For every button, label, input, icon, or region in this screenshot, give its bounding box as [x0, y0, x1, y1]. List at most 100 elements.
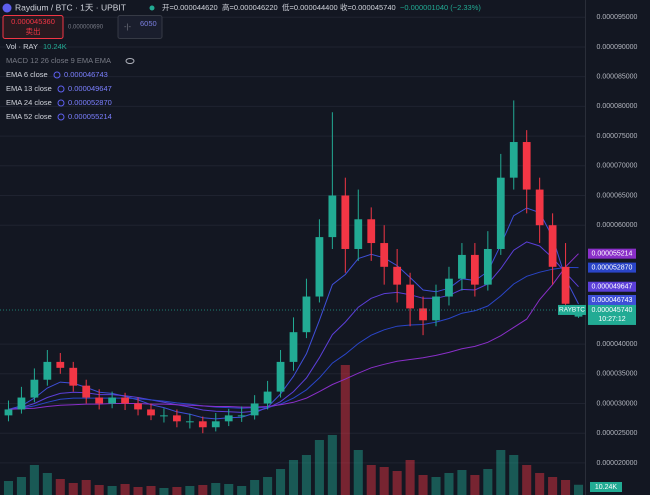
- volume-tag-text: 10.24K: [595, 484, 618, 491]
- candle-body: [367, 219, 376, 244]
- ema-name: EMA 52 close: [6, 112, 52, 121]
- candle-body: [224, 415, 233, 422]
- ema-name: EMA 13 close: [6, 84, 52, 93]
- volume-bar: [314, 440, 324, 495]
- candle-body: [237, 415, 246, 417]
- volume-bar: [483, 469, 493, 495]
- volume-bar: [327, 435, 337, 495]
- volume-bar: [535, 473, 545, 495]
- candle-body: [108, 397, 117, 404]
- candle-body: [406, 284, 414, 309]
- candle-body: [445, 278, 453, 297]
- volume-bar: [340, 365, 350, 495]
- ema-icon: [57, 99, 65, 107]
- volume-bar: [120, 484, 130, 495]
- volume-bar: [198, 485, 208, 495]
- volume-bar: [444, 473, 454, 495]
- volume-bar: [301, 455, 311, 495]
- ohlc: 收=0.000045740: [340, 2, 396, 12]
- candle-body: [341, 195, 350, 249]
- y-tick-label: 0.000070000: [597, 163, 638, 170]
- ohlc: 低=0.000044400: [282, 2, 338, 12]
- volume-bar: [211, 483, 221, 495]
- volume-bar: [405, 460, 415, 495]
- candle-body: [211, 421, 220, 428]
- ema-icon: [53, 71, 61, 79]
- volume-tag: [590, 482, 622, 492]
- volume-bar: [172, 487, 182, 495]
- volume-bar: [470, 475, 480, 495]
- volume-bar: [146, 486, 156, 495]
- y-tick-label: 0.000030000: [597, 400, 638, 407]
- volume-bar: [224, 484, 234, 495]
- ohlc: 高=0.000046220: [222, 2, 278, 12]
- candle-body: [160, 415, 168, 417]
- candle-body: [147, 409, 155, 416]
- y-tick-label: 0.000040000: [597, 341, 638, 348]
- candle-body: [276, 361, 285, 392]
- symbol-tag-text: RAYBTC: [559, 307, 585, 314]
- candle-body: [95, 397, 104, 404]
- volume-bar: [94, 485, 104, 495]
- candle-body: [483, 248, 492, 285]
- sell-label[interactable]: 卖出: [26, 26, 41, 36]
- last-price-box: [588, 304, 636, 325]
- candle-body: [354, 219, 363, 249]
- candle-body: [4, 409, 13, 416]
- candle-body: [419, 308, 427, 321]
- candle-body: [509, 142, 518, 178]
- y-tick-label: 0.000080000: [597, 103, 638, 110]
- candle-body: [561, 266, 570, 304]
- volume-bar: [548, 477, 558, 495]
- sell-price[interactable]: 0.000045360: [11, 17, 55, 26]
- volume-bar: [81, 480, 91, 495]
- volume-bar: [3, 481, 14, 495]
- ema-line: [8, 207, 579, 420]
- last-price: 0.000045740: [592, 307, 633, 314]
- volume-bar: [496, 450, 506, 495]
- volume-bar: [431, 477, 441, 495]
- volume-bar: [522, 465, 532, 495]
- price-label-box: [588, 294, 636, 305]
- candle-body: [458, 254, 466, 279]
- candle-body: [198, 421, 207, 428]
- y-tick-label: 0.000095000: [597, 14, 638, 21]
- price-label: 0.000046743: [592, 297, 633, 304]
- candle-body: [17, 397, 26, 410]
- ema-value: 0.000046743: [64, 70, 108, 79]
- ema-name: EMA 6 close: [6, 70, 48, 79]
- buy-button[interactable]: [117, 15, 163, 39]
- candle-body: [315, 237, 324, 297]
- y-tick-label: 0.000020000: [597, 460, 638, 467]
- candle-body: [289, 332, 298, 362]
- price-label-box: [588, 248, 636, 259]
- volume-bar: [276, 469, 286, 495]
- volume-bar: [16, 477, 26, 495]
- price-label: 0.000055214: [592, 251, 633, 258]
- volume-bar: [68, 483, 78, 495]
- candle-body: [30, 379, 39, 398]
- ohlc: 开=0.000044620: [162, 3, 218, 12]
- ema-line: [8, 241, 579, 413]
- buy-icon[interactable]: -|-: [124, 22, 131, 31]
- symbol: Raydium / BTC · 1天 · UPBIT: [15, 2, 126, 12]
- candle-body: [432, 296, 440, 321]
- candle-body: [173, 415, 181, 422]
- y-tick-label: 0.000035000: [597, 371, 638, 378]
- candle-body: [134, 403, 142, 410]
- change: −0.000001040 (−2.33%): [400, 3, 481, 12]
- volume-bar: [366, 465, 376, 495]
- ema-icon: [57, 113, 65, 121]
- eye-icon[interactable]: [125, 58, 135, 64]
- price-label-box: [588, 281, 636, 292]
- y-tick-label: 0.000090000: [597, 44, 638, 51]
- candle-body: [328, 195, 337, 238]
- volume-value: 10.24K: [43, 42, 67, 51]
- candle-body: [548, 225, 557, 267]
- buy-price[interactable]: 6050: [140, 19, 157, 28]
- sell-button[interactable]: [2, 15, 64, 39]
- ema-line: [8, 253, 579, 410]
- ema-value: 0.000052870: [68, 98, 112, 107]
- y-tick-label: 0.000085000: [597, 74, 638, 81]
